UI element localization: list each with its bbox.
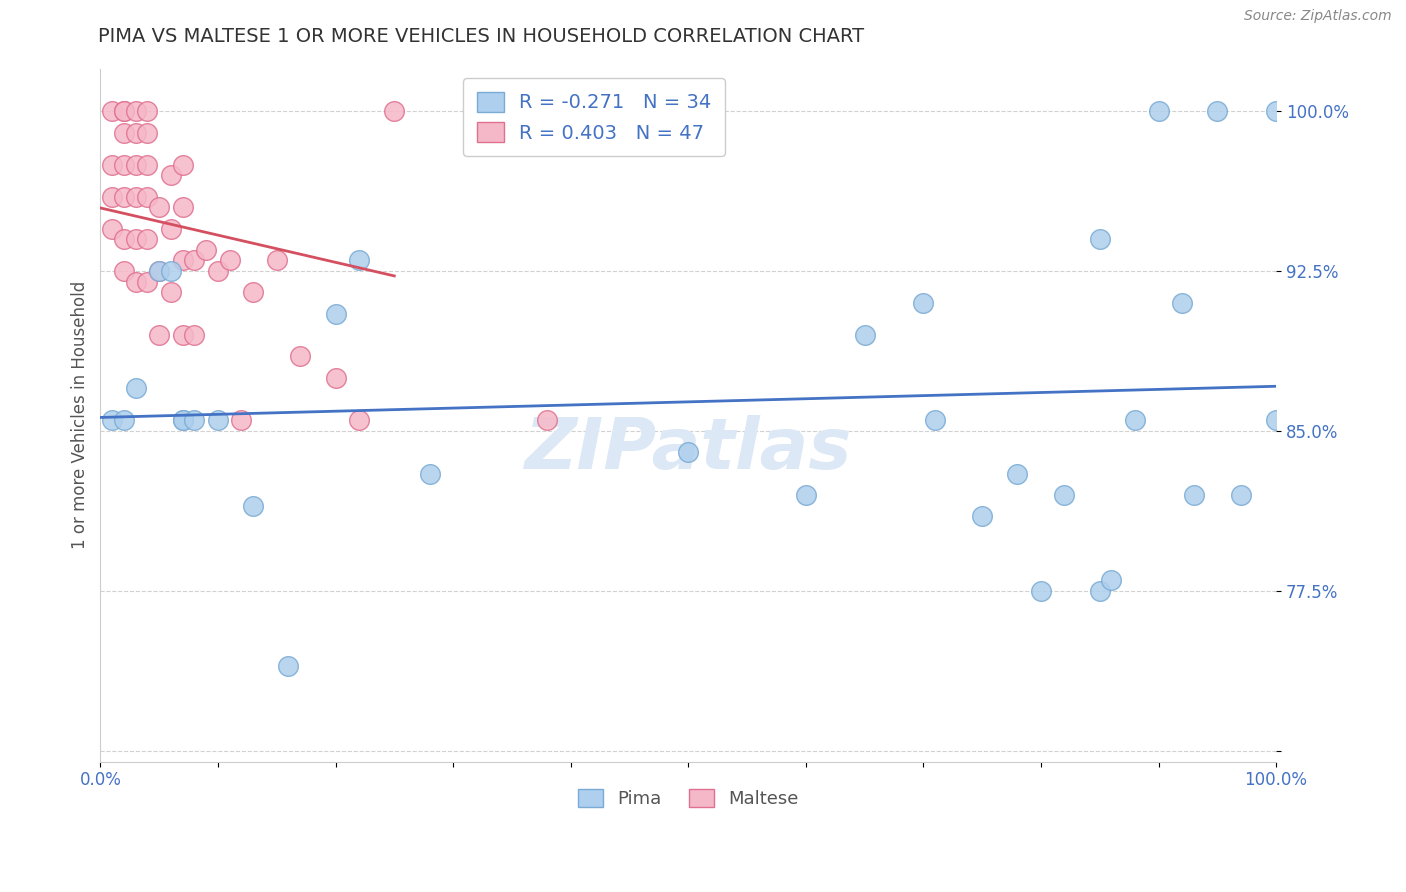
Point (124, 126, 146, 140)
Point (160, 264, 183, 278)
Point (124, 189, 146, 203)
Point (148, 200, 170, 214)
Point (112, 126, 135, 140)
Point (1265, 413, 1288, 427)
Point (148, 264, 170, 278)
Point (347, 253, 370, 268)
Point (160, 285, 183, 300)
Point (1265, 104, 1288, 119)
Point (112, 232, 135, 246)
Point (347, 413, 370, 427)
Point (172, 200, 194, 214)
Point (1088, 232, 1111, 246)
Point (136, 189, 159, 203)
Point (112, 189, 135, 203)
Point (136, 126, 159, 140)
Point (112, 413, 135, 427)
Text: PIMA VS MALTESE 1 OR MORE VEHICLES IN HOUSEHOLD CORRELATION CHART: PIMA VS MALTESE 1 OR MORE VEHICLES IN HO… (98, 27, 865, 45)
Point (231, 413, 253, 427)
Point (136, 157, 159, 171)
Point (325, 371, 347, 385)
Text: Source: ZipAtlas.com: Source: ZipAtlas.com (1244, 9, 1392, 23)
Point (912, 296, 935, 310)
Point (1206, 104, 1229, 119)
Point (136, 232, 159, 246)
Point (207, 264, 229, 278)
Point (382, 104, 405, 119)
Point (195, 243, 218, 257)
Point (160, 168, 183, 182)
Point (172, 253, 194, 268)
Point (325, 307, 347, 321)
Legend: Pima, Maltese: Pima, Maltese (571, 781, 806, 815)
Point (172, 157, 194, 171)
Point (124, 104, 146, 119)
Point (136, 104, 159, 119)
Point (218, 253, 240, 268)
Point (419, 467, 441, 481)
Point (101, 413, 124, 427)
Point (160, 221, 183, 235)
Point (277, 658, 299, 673)
Point (242, 499, 264, 513)
Point (124, 157, 146, 171)
Point (1182, 488, 1205, 502)
Point (676, 445, 699, 459)
Y-axis label: 1 or more Vehicles in Household: 1 or more Vehicles in Household (72, 281, 89, 549)
Point (1088, 584, 1111, 599)
Point (172, 413, 194, 427)
Point (853, 328, 876, 343)
Point (1171, 296, 1194, 310)
Point (172, 413, 194, 427)
Point (101, 221, 124, 235)
Point (1053, 488, 1076, 502)
Point (536, 413, 558, 427)
Point (183, 413, 205, 427)
Point (1007, 467, 1029, 481)
Point (1147, 104, 1170, 119)
Point (266, 253, 288, 268)
Point (794, 488, 817, 502)
Point (183, 253, 205, 268)
Point (924, 413, 946, 427)
Point (124, 382, 146, 396)
Point (112, 104, 135, 119)
Point (183, 328, 205, 343)
Point (148, 264, 170, 278)
Point (124, 275, 146, 289)
Point (124, 232, 146, 246)
Point (242, 285, 264, 300)
Point (676, 104, 699, 119)
Point (101, 157, 124, 171)
Point (1101, 574, 1123, 588)
Point (207, 413, 229, 427)
Point (136, 275, 159, 289)
Point (1123, 413, 1146, 427)
Point (112, 264, 135, 278)
Point (1230, 488, 1253, 502)
Point (290, 350, 312, 364)
Point (101, 189, 124, 203)
Point (148, 328, 170, 343)
Point (112, 157, 135, 171)
Point (172, 328, 194, 343)
Point (1029, 584, 1052, 599)
Text: ZIPatlas: ZIPatlas (524, 416, 852, 484)
Point (972, 509, 994, 524)
Point (101, 104, 124, 119)
Point (112, 104, 135, 119)
